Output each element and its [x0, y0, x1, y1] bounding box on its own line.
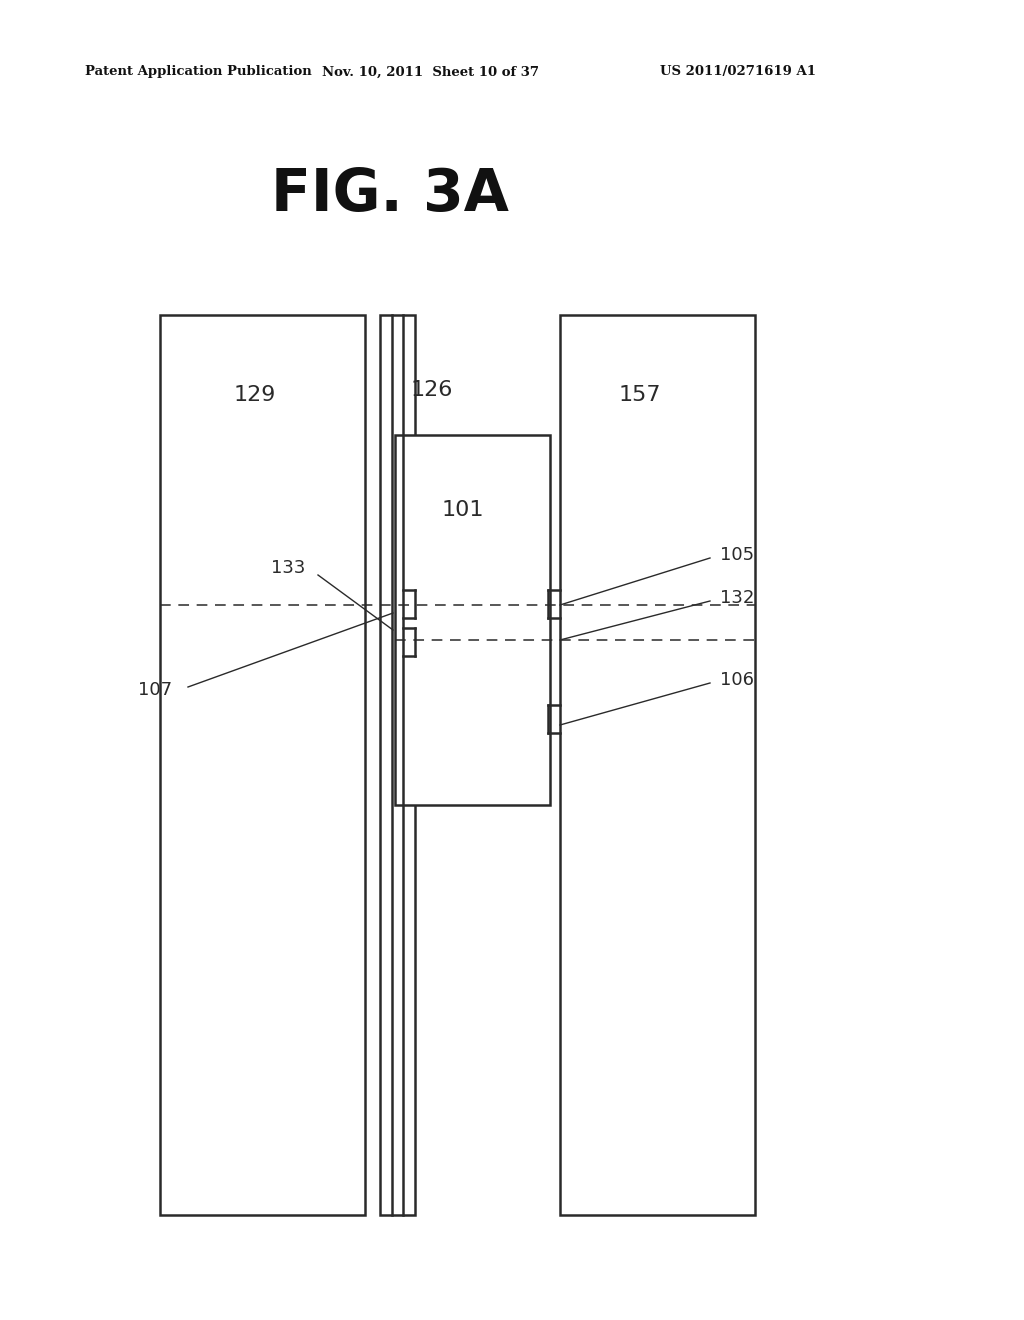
Text: 133: 133 [270, 558, 305, 577]
Bar [395, 436, 550, 805]
Text: 105: 105 [720, 546, 754, 564]
Text: 126: 126 [411, 380, 454, 400]
Text: US 2011/0271619 A1: US 2011/0271619 A1 [660, 66, 816, 78]
Text: FIG. 3A: FIG. 3A [271, 166, 509, 223]
Text: 107: 107 [138, 681, 172, 700]
Text: 129: 129 [233, 385, 276, 405]
Text: 106: 106 [720, 671, 754, 689]
Text: Nov. 10, 2011  Sheet 10 of 37: Nov. 10, 2011 Sheet 10 of 37 [322, 66, 539, 78]
Bar [380, 315, 415, 1214]
Text: Patent Application Publication: Patent Application Publication [85, 66, 311, 78]
Bar [560, 315, 755, 1214]
Text: 132: 132 [720, 589, 755, 607]
Bar [160, 315, 365, 1214]
Text: 157: 157 [618, 385, 662, 405]
Text: 101: 101 [441, 500, 484, 520]
